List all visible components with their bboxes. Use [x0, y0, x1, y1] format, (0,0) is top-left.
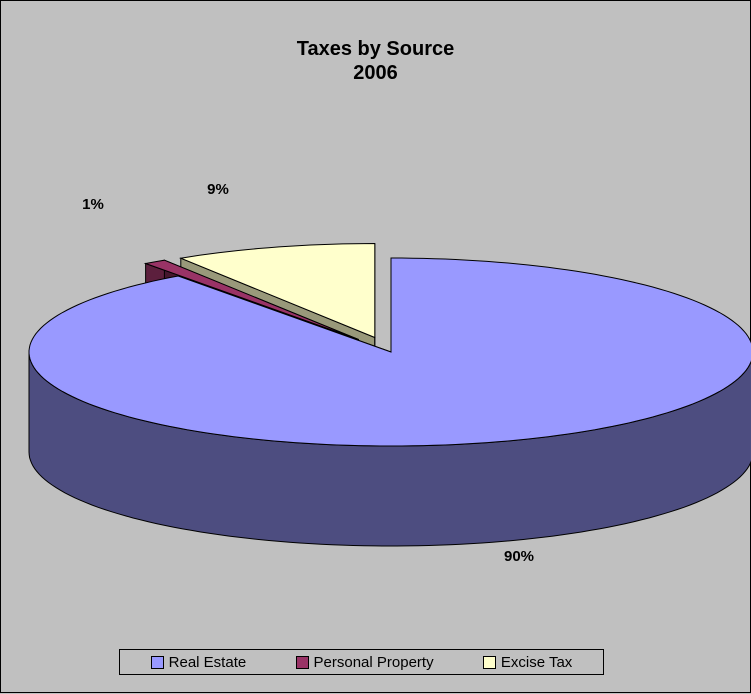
legend-item-personal-property: Personal Property: [295, 653, 434, 671]
legend-item-real-estate: Real Estate: [150, 653, 247, 671]
legend: Real Estate Personal Property Excise Tax: [119, 649, 604, 675]
legend-label-real-estate: Real Estate: [168, 653, 247, 671]
pie-top-real-estate: [28, 257, 751, 447]
chart-subtitle: 2006: [353, 62, 398, 84]
pie-slice-real-estate: [28, 257, 751, 547]
legend-swatch-personal-property: [295, 655, 309, 669]
pie-top-personal-property: [143, 259, 359, 340]
data-label-excise-tax: 9%: [207, 181, 229, 198]
legend-swatch-real-estate: [150, 655, 164, 669]
data-label-personal-property: 1%: [82, 196, 104, 213]
pie-top-excise-tax: [178, 242, 376, 339]
legend-item-excise-tax: Excise Tax: [482, 653, 573, 671]
chart-title: Taxes by Source: [296, 38, 455, 60]
legend-label-excise-tax: Excise Tax: [500, 653, 573, 671]
data-label-real-estate: 90%: [504, 548, 534, 565]
legend-swatch-excise-tax: [482, 655, 496, 669]
legend-label-personal-property: Personal Property: [313, 653, 434, 671]
